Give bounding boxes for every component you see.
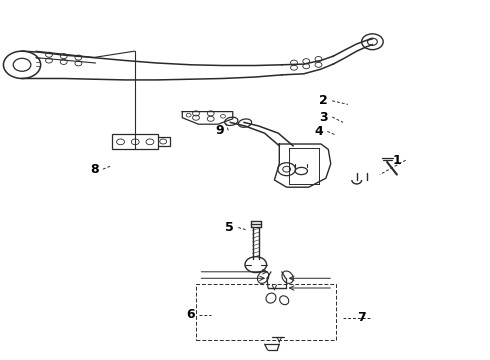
Text: 8: 8 <box>90 163 98 176</box>
Bar <box>196 284 336 340</box>
Text: 2: 2 <box>319 94 328 107</box>
Text: 4: 4 <box>314 125 323 138</box>
Text: 3: 3 <box>319 111 328 123</box>
Text: 6: 6 <box>186 309 195 321</box>
Text: 7: 7 <box>357 311 366 324</box>
Text: 9: 9 <box>215 124 224 137</box>
Bar <box>112 134 158 149</box>
Text: 5: 5 <box>225 221 234 234</box>
Text: 1: 1 <box>392 154 401 167</box>
